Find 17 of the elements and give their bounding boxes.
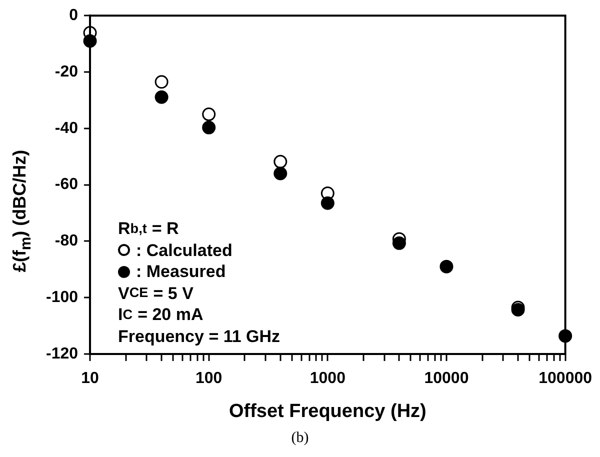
y-tick-label: -100 <box>46 289 78 306</box>
x-tick-label: 100 <box>195 370 222 388</box>
x-tick-label: 100000 <box>538 370 592 388</box>
annotation: Frequency = 11 GHz <box>118 326 280 347</box>
x-tick-label: 10000 <box>424 370 469 388</box>
y-tick-label: 0 <box>69 7 78 24</box>
y-tick-label: -120 <box>46 345 78 362</box>
y-tick-label: -40 <box>54 120 78 137</box>
y-tick-label: -80 <box>54 232 78 250</box>
y-tick-label: -20 <box>54 63 78 80</box>
legend-label: : Calculated <box>136 240 232 261</box>
legend-label: : Measured <box>136 261 226 282</box>
y-tick-label: -60 <box>54 176 78 194</box>
x-tick-label: 10 <box>81 370 100 388</box>
x-axis-title: Offset Frequency (Hz) <box>228 400 426 422</box>
x-tick-label: 1000 <box>310 370 346 388</box>
text: (b) <box>290 430 310 447</box>
